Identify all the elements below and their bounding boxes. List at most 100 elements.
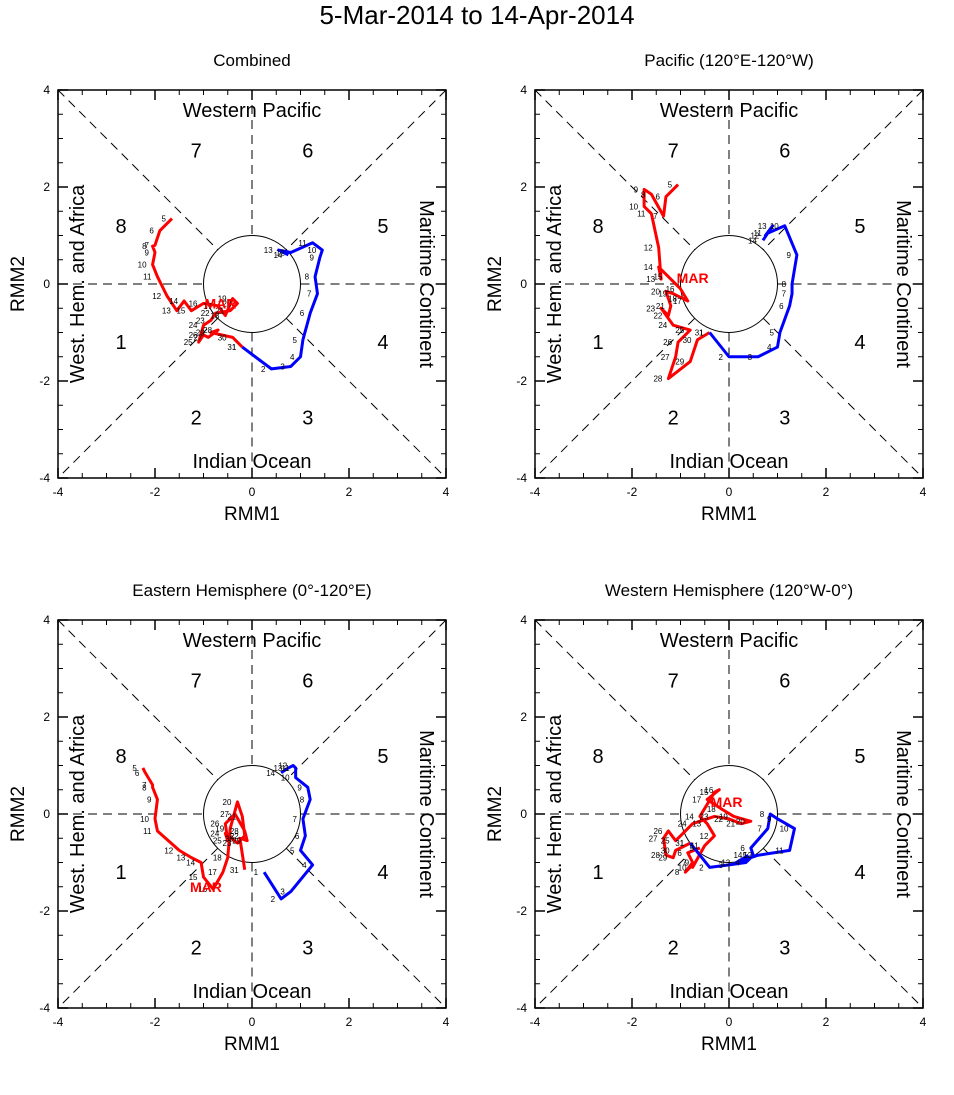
- march-trajectory-line: [151, 217, 244, 349]
- day-label: 2: [719, 353, 724, 362]
- day-label: 3: [748, 353, 753, 362]
- region-label-indian-ocean: Indian Ocean: [670, 981, 789, 1003]
- day-label: 18: [668, 295, 677, 304]
- day-label: 14: [685, 812, 694, 821]
- day-label: 24: [189, 321, 198, 330]
- day-label: 18: [210, 312, 219, 321]
- day-label: 20: [736, 817, 745, 826]
- day-label: 12: [152, 292, 161, 301]
- y-tick-label: -2: [39, 904, 50, 918]
- x-axis-label: RMM1: [224, 504, 280, 525]
- day-label: 10: [140, 815, 149, 824]
- phase-label-2: 2: [191, 407, 202, 429]
- day-label: 14: [169, 297, 178, 306]
- day-label: 29: [675, 358, 684, 367]
- march-trajectory-line: [141, 767, 249, 891]
- y-tick-label: -4: [516, 1001, 527, 1015]
- region-label-west-hem-africa: West. Hem. and Africa: [67, 714, 89, 913]
- day-label: 26: [210, 820, 219, 829]
- diagonal-guide-line: [534, 847, 696, 1009]
- day-label: 28: [651, 851, 660, 860]
- day-label: 9: [309, 253, 314, 262]
- day-label: 11: [298, 239, 307, 248]
- day-label: 27: [649, 834, 658, 843]
- x-tick-label: 0: [249, 1015, 256, 1029]
- day-label: 27: [220, 810, 229, 819]
- y-tick-label: 0: [43, 277, 50, 291]
- day-label: 6: [300, 309, 305, 318]
- phase-label-5: 5: [854, 216, 865, 238]
- day-label: 29: [196, 329, 205, 338]
- phase-label-6: 6: [302, 141, 313, 163]
- diagonal-guide-line: [285, 89, 447, 251]
- y-tick-label: -4: [39, 1001, 50, 1015]
- subplot-title: Eastern Hemisphere (0°-120°E): [132, 581, 371, 600]
- y-tick-label: 4: [520, 83, 527, 97]
- day-label: 21: [656, 302, 665, 311]
- day-label: 28: [653, 375, 662, 384]
- region-label-maritime-continent: Maritime Continent: [415, 200, 437, 368]
- day-label: 10: [307, 246, 316, 255]
- x-axis-label: RMM1: [224, 1034, 280, 1055]
- day-label: 1: [699, 329, 704, 338]
- day-label: 10: [678, 863, 687, 872]
- month-label: MAR: [190, 879, 222, 895]
- x-tick-label: -2: [150, 1015, 161, 1029]
- phase-label-7: 7: [668, 141, 679, 163]
- day-label: 6: [135, 769, 140, 778]
- diagonal-guide-line: [534, 89, 696, 251]
- diagonal-guide-line: [285, 847, 447, 1009]
- day-label: 19: [719, 812, 728, 821]
- x-tick-label: -4: [53, 1015, 64, 1029]
- day-label: 8: [142, 783, 147, 792]
- y-tick-label: 0: [43, 807, 50, 821]
- day-label: 25: [213, 837, 222, 846]
- day-label: 2: [271, 895, 276, 904]
- day-label: 12: [700, 832, 709, 841]
- diagonal-guide-line: [762, 619, 924, 781]
- unit-circle: [203, 765, 301, 863]
- x-tick-label: 2: [346, 485, 353, 499]
- phase-label-5: 5: [377, 746, 388, 768]
- day-label: 18: [213, 854, 222, 863]
- y-tick-label: 4: [520, 613, 527, 627]
- day-label: 15: [653, 273, 662, 282]
- x-tick-label: 0: [726, 1015, 733, 1029]
- day-label: 11: [143, 827, 152, 836]
- region-label-western-pacific: Western Pacific: [183, 630, 322, 652]
- day-label: 1: [254, 868, 259, 877]
- day-label: 4: [767, 343, 772, 352]
- day-label: 14: [266, 769, 275, 778]
- day-label: 6: [779, 302, 784, 311]
- day-label: 5: [292, 336, 297, 345]
- region-label-west-hem-africa: West. Hem. and Africa: [544, 714, 566, 913]
- main-title: 5-Mar-2014 to 14-Apr-2014: [319, 0, 635, 30]
- y-tick-label: 2: [43, 710, 50, 724]
- y-tick-label: -4: [39, 471, 50, 485]
- region-label-western-pacific: Western Pacific: [660, 630, 799, 652]
- diagonal-guide-line: [534, 619, 696, 781]
- day-label: 5: [668, 181, 673, 190]
- diagonal-guide-line: [762, 89, 924, 251]
- day-label: 10: [780, 825, 789, 834]
- day-label: 12: [164, 846, 173, 855]
- day-label: 27: [661, 353, 670, 362]
- unit-circle: [203, 235, 301, 333]
- day-label: 23: [223, 839, 232, 848]
- april-trajectory-line: [241, 241, 324, 371]
- x-tick-label: 0: [249, 485, 256, 499]
- day-label: 3: [280, 362, 285, 371]
- day-label: 9: [145, 248, 150, 257]
- panel-eastern-hemisphere: Eastern Hemisphere (0°-120°E) -4 -2 0 2 4 -4 -2…: [0, 560, 477, 1090]
- day-label: 8: [300, 795, 305, 804]
- day-label: 13: [721, 859, 730, 868]
- day-label: 4: [736, 859, 741, 868]
- day-label: 30: [225, 834, 234, 843]
- day-label: 11: [143, 273, 152, 282]
- day-label: 13: [273, 764, 282, 773]
- panel-pacific: Pacific (120°E-120°W) -4 -2 0 2 4 -4 -2 0 2 4 RMM1 R…: [477, 30, 954, 560]
- day-label: 12: [743, 851, 752, 860]
- day-label: 15: [189, 873, 198, 882]
- day-label: 9: [786, 251, 791, 260]
- day-label: 8: [305, 273, 310, 282]
